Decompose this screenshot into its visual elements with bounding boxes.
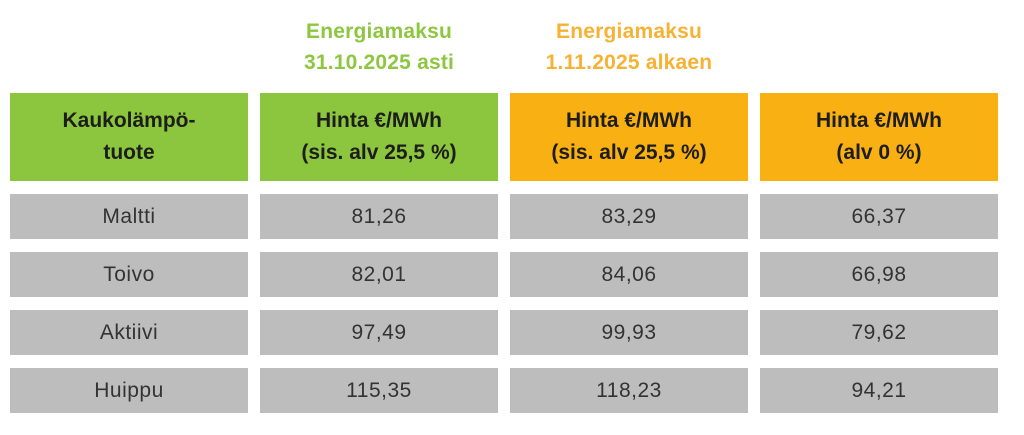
price-cell: 66,37 — [760, 194, 998, 239]
product-cell: Huippu — [10, 368, 248, 413]
price-cell: 81,26 — [260, 194, 498, 239]
header-line-1: Hinta €/MWh — [566, 109, 692, 132]
product-cell: Maltti — [10, 194, 248, 239]
header-cell-product: Kaukolämpö- tuote — [10, 93, 248, 181]
price-table: Kaukolämpö- tuote Hinta €/MWh (sis. alv … — [10, 93, 998, 413]
header-line-2: (sis. alv 25,5 %) — [301, 141, 457, 164]
banner-energiamaksu-from: Energiamaksu 1.11.2025 alkaen — [510, 16, 748, 78]
price-cell: 83,29 — [510, 194, 748, 239]
header-line-2: (alv 0 %) — [836, 141, 922, 164]
header-line-1: Hinta €/MWh — [816, 109, 942, 132]
price-cell: 84,06 — [510, 252, 748, 297]
header-line-1: Hinta €/MWh — [316, 109, 442, 132]
price-cell: 97,49 — [260, 310, 498, 355]
product-cell: Toivo — [10, 252, 248, 297]
banner-line-1: Energiamaksu — [556, 20, 702, 43]
banner-line-1: Energiamaksu — [306, 20, 452, 43]
price-cell: 79,62 — [760, 310, 998, 355]
header-line-2: tuote — [103, 141, 155, 164]
banner-line-2: 31.10.2025 asti — [303, 51, 455, 74]
product-cell: Aktiivi — [10, 310, 248, 355]
price-cell: 115,35 — [260, 368, 498, 413]
banner-energiamaksu-until: Energiamaksu 31.10.2025 asti — [260, 16, 498, 78]
header-line-2: (sis. alv 25,5 %) — [551, 141, 707, 164]
header-cell-price-until-incl-vat: Hinta €/MWh (sis. alv 25,5 %) — [260, 93, 498, 181]
column-banners: Energiamaksu 31.10.2025 asti Energiamaks… — [10, 0, 998, 78]
header-line-1: Kaukolämpö- — [62, 109, 196, 132]
banner-line-2: 1.11.2025 alkaen — [545, 51, 713, 74]
price-cell: 82,01 — [260, 252, 498, 297]
price-cell: 94,21 — [760, 368, 998, 413]
header-cell-price-vat-0: Hinta €/MWh (alv 0 %) — [760, 93, 998, 181]
price-cell: 99,93 — [510, 310, 748, 355]
header-cell-price-from-incl-vat: Hinta €/MWh (sis. alv 25,5 %) — [510, 93, 748, 181]
price-cell: 66,98 — [760, 252, 998, 297]
price-cell: 118,23 — [510, 368, 748, 413]
